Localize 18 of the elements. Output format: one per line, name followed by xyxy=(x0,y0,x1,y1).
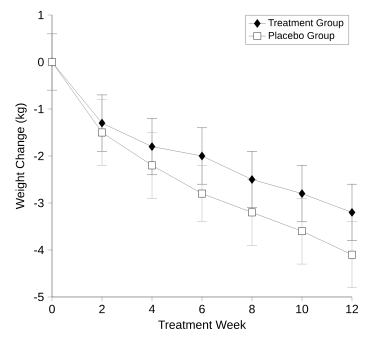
y-tick-label: -1 xyxy=(34,104,44,114)
y-tick-label: 1 xyxy=(38,10,44,20)
y-tick-label: -3 xyxy=(34,198,44,208)
y-tick-label: 0 xyxy=(38,58,44,66)
legend-label: Placebo Group xyxy=(268,32,334,41)
y-tick-label: -2 xyxy=(34,152,44,160)
x-tick-label: 4 xyxy=(148,304,155,314)
x-tick-label: 12 xyxy=(346,304,358,314)
y-axis-title: Weight Change (kg) xyxy=(15,104,27,210)
x-axis-title: Treatment Week xyxy=(158,320,246,329)
x-tick-label: 8 xyxy=(249,304,255,314)
y-tick-label: -5 xyxy=(34,292,44,302)
y-tick-label: -4 xyxy=(34,246,44,254)
x-tick-label: 6 xyxy=(199,304,205,314)
legend-label: Treatment Group xyxy=(268,19,344,28)
x-tick-label: 2 xyxy=(99,304,105,314)
x-tick-label: 10 xyxy=(296,304,308,314)
x-tick-label: 0 xyxy=(49,304,55,314)
